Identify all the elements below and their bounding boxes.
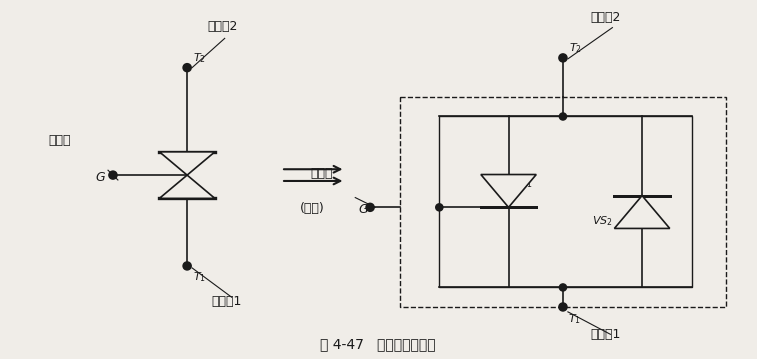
Text: 控制极: 控制极	[311, 167, 333, 180]
Circle shape	[183, 64, 191, 71]
Text: G: G	[95, 171, 105, 183]
Circle shape	[109, 171, 117, 179]
Bar	[439, 117, 691, 288]
Circle shape	[559, 113, 566, 120]
Text: 主电极1: 主电极1	[212, 295, 242, 308]
Text: $T_2$: $T_2$	[193, 51, 206, 65]
Text: $VS_2$: $VS_2$	[591, 214, 612, 228]
Text: 控制极: 控制极	[48, 134, 71, 148]
Text: $VS_1$: $VS_1$	[512, 177, 532, 190]
Text: $T_1$: $T_1$	[568, 312, 581, 326]
Polygon shape	[615, 196, 670, 228]
Bar	[400, 97, 726, 307]
Circle shape	[559, 284, 566, 291]
Text: 主电极2: 主电极2	[590, 11, 621, 24]
Text: $T_1$: $T_1$	[193, 270, 206, 284]
Polygon shape	[160, 152, 215, 175]
Text: 主电极2: 主电极2	[207, 20, 237, 33]
Polygon shape	[481, 174, 536, 208]
Text: G: G	[359, 203, 368, 216]
Circle shape	[559, 54, 567, 62]
Circle shape	[366, 204, 374, 211]
Text: (等效): (等效)	[301, 202, 325, 215]
Text: $T_2$: $T_2$	[569, 41, 582, 55]
Circle shape	[183, 262, 191, 270]
Polygon shape	[160, 175, 215, 199]
Text: 图 4-47   双向晶闸管原理: 图 4-47 双向晶闸管原理	[320, 337, 436, 351]
Circle shape	[436, 204, 443, 211]
Text: 主电极1: 主电极1	[590, 328, 621, 341]
Circle shape	[559, 303, 567, 311]
